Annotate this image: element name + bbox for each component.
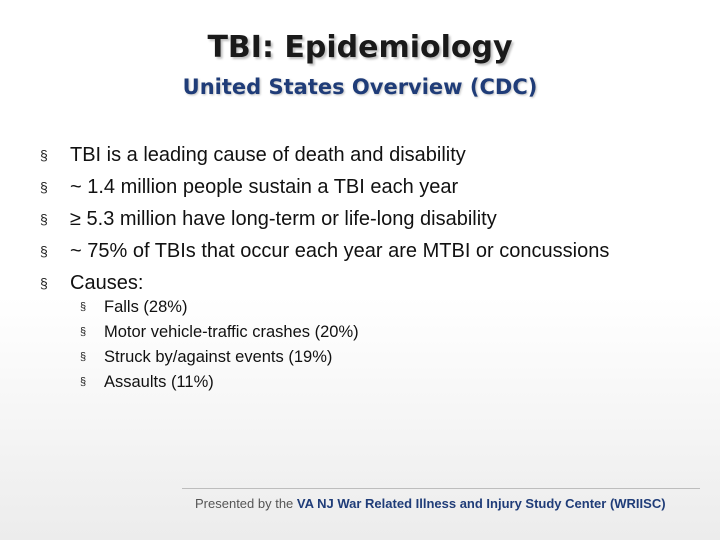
bullet-item: § TBI is a leading cause of death and di… bbox=[40, 143, 660, 167]
bullet-text: ~ 75% of TBIs that occur each year are M… bbox=[70, 240, 610, 262]
bullet-item: § ~ 75% of TBIs that occur each year are… bbox=[40, 239, 660, 263]
bullet-marker-icon: § bbox=[40, 275, 48, 291]
footer-prefix: Presented by the bbox=[195, 496, 297, 511]
footer-organization: VA NJ War Related Illness and Injury Stu… bbox=[296, 496, 666, 511]
sub-bullet-item: § Struck by/against events (19%) bbox=[70, 347, 660, 367]
slide-subtitle: United States Overview (CDC) bbox=[182, 75, 538, 99]
sub-bullet-item: § Falls (28%) bbox=[70, 297, 660, 317]
bullet-text: ~ 1.4 million people sustain a TBI each … bbox=[70, 176, 459, 198]
sub-bullet-marker-icon: § bbox=[80, 301, 87, 313]
bullet-text: ≥ 5.3 million have long-term or life-lon… bbox=[70, 208, 497, 230]
bullet-marker-icon: § bbox=[40, 211, 48, 227]
sub-bullet-item: § Assaults (11%) bbox=[70, 372, 660, 392]
sub-bullet-text: Falls (28%) bbox=[104, 298, 188, 316]
bullet-item: § ~ 1.4 million people sustain a TBI eac… bbox=[40, 175, 660, 199]
bullet-marker-icon: § bbox=[40, 147, 48, 163]
sub-bullet-list: § Falls (28%) § Motor vehicle-traffic cr… bbox=[70, 297, 660, 392]
sub-bullet-text: Struck by/against events (19%) bbox=[104, 348, 333, 366]
sub-bullet-text: Motor vehicle-traffic crashes (20%) bbox=[104, 323, 359, 341]
bullet-marker-icon: § bbox=[40, 243, 48, 259]
footer-divider bbox=[182, 488, 700, 489]
bullet-list: § TBI is a leading cause of death and di… bbox=[40, 143, 660, 400]
sub-bullet-marker-icon: § bbox=[80, 351, 87, 363]
bullet-text: TBI is a leading cause of death and disa… bbox=[70, 144, 466, 166]
sub-bullet-text: Assaults (11%) bbox=[104, 373, 214, 391]
footer: Presented by the VA NJ War Related Illne… bbox=[195, 496, 666, 511]
slide-title: TBI: Epidemiology bbox=[207, 30, 513, 65]
sub-bullet-marker-icon: § bbox=[80, 326, 87, 338]
bullet-marker-icon: § bbox=[40, 179, 48, 195]
sub-bullet-marker-icon: § bbox=[80, 376, 87, 388]
sub-bullet-item: § Motor vehicle-traffic crashes (20%) bbox=[70, 322, 660, 342]
bullet-text: Causes: bbox=[70, 272, 144, 294]
bullet-item: § ≥ 5.3 million have long-term or life-l… bbox=[40, 207, 660, 231]
bullet-item-causes: § Causes: § Falls (28%) § Motor vehicle-… bbox=[40, 271, 660, 392]
